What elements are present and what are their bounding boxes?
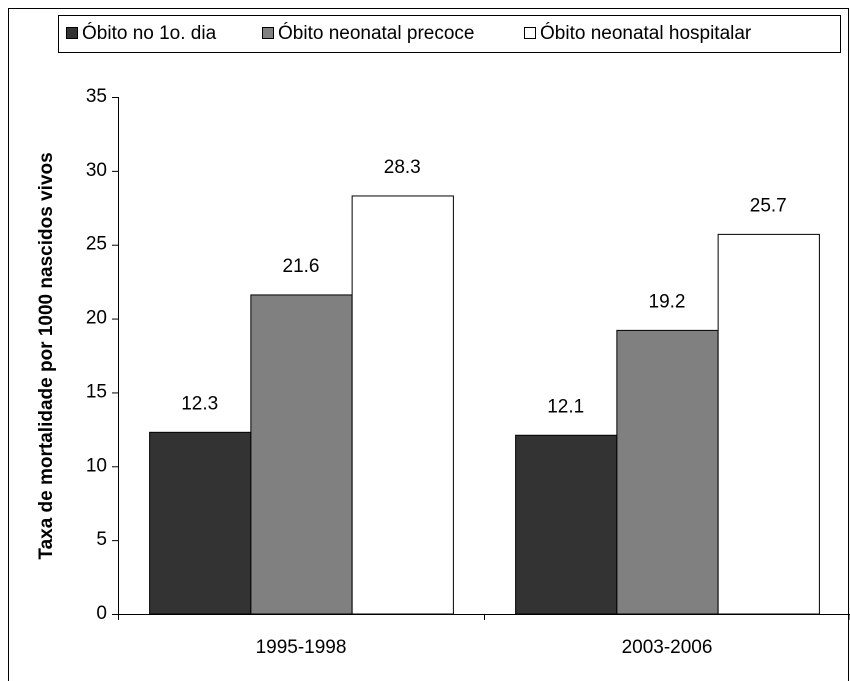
y-tick-label: 35 [86,86,107,107]
bar [149,431,252,615]
x-tick-label: 2003-2006 [622,637,713,658]
data-label: 21.6 [283,256,320,277]
y-tick-label: 30 [86,160,107,181]
legend-label: Óbito neonatal hospitalar [540,22,752,44]
y-tick-label: 0 [96,603,107,624]
y-tick-label: 15 [86,381,107,402]
legend-label: Óbito neonatal precoce [278,22,474,44]
x-tick-label: 1995-1998 [256,637,347,658]
data-label: 19.2 [649,291,686,312]
y-tick-label: 10 [86,455,107,476]
y-tick-label: 25 [86,234,107,255]
chart-border [8,8,849,681]
data-label: 25.7 [750,195,787,216]
bar [351,195,454,615]
legend-label: Óbito no 1o. dia [82,22,217,44]
y-tick-label: 5 [96,529,107,550]
bar [250,294,353,615]
y-tick-label: 20 [86,308,107,329]
data-label: 12.3 [181,393,218,414]
legend-swatch [524,27,536,39]
bar [616,329,719,615]
data-label: 28.3 [384,157,421,178]
data-label: 12.1 [547,396,584,417]
legend-swatch [66,27,78,39]
y-axis-title: Taxa de mortalidade por 1000 nascidos vi… [36,152,57,559]
legend-box [58,15,841,53]
legend-swatch [262,27,274,39]
bar [717,233,820,615]
bar [515,434,618,615]
